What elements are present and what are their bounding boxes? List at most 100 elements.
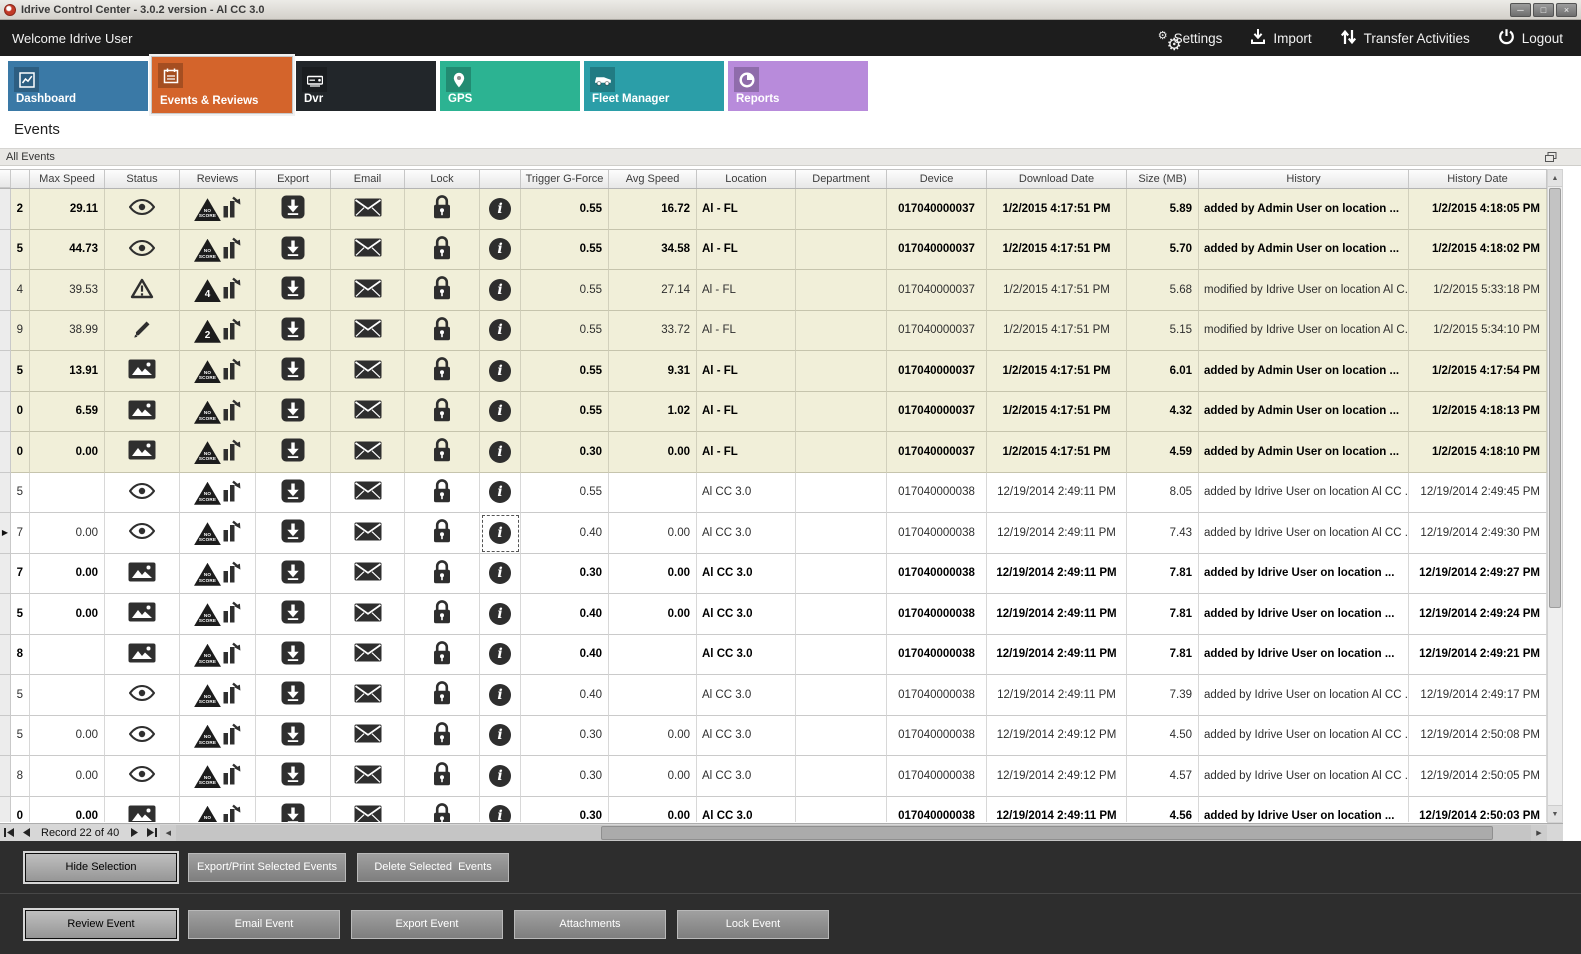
cell-export[interactable] xyxy=(256,229,331,270)
cell-email[interactable] xyxy=(331,513,405,554)
email-icon[interactable] xyxy=(354,684,382,706)
email-event-button[interactable]: Email Event xyxy=(188,909,340,939)
email-icon[interactable] xyxy=(354,724,382,746)
cell-export[interactable] xyxy=(256,189,331,230)
lock-icon[interactable] xyxy=(432,194,452,223)
info-icon[interactable]: i xyxy=(489,481,511,504)
email-icon[interactable] xyxy=(354,400,382,422)
cell-email[interactable] xyxy=(331,432,405,473)
info-icon[interactable]: i xyxy=(489,764,511,787)
email-icon[interactable] xyxy=(354,481,382,503)
cell-lock[interactable] xyxy=(405,391,480,432)
export-icon[interactable] xyxy=(281,357,305,384)
cell-email[interactable] xyxy=(331,553,405,594)
info-icon[interactable]: i xyxy=(489,197,511,220)
lock-icon[interactable] xyxy=(432,275,452,304)
last-record-button[interactable] xyxy=(143,825,160,841)
export-print-selected-events-button[interactable]: Export/Print Selected Events xyxy=(188,852,347,882)
export-icon[interactable] xyxy=(281,560,305,587)
delete-selected-events-button[interactable]: Delete Selected Events xyxy=(357,852,510,882)
column-header-max_speed[interactable]: Max Speed xyxy=(30,170,105,188)
email-icon[interactable] xyxy=(354,562,382,584)
cell-lock[interactable] xyxy=(405,756,480,797)
export-icon[interactable] xyxy=(281,236,305,263)
horizontal-scrollbar-thumb[interactable] xyxy=(601,825,1494,840)
column-header-device[interactable]: Device xyxy=(887,170,987,188)
export-icon[interactable] xyxy=(281,600,305,627)
column-header-email[interactable]: Email xyxy=(331,170,405,188)
first-record-button[interactable] xyxy=(0,825,17,841)
table-row[interactable]: 5 0.00 NO SCORE i 0.40 0.00 Al CC 3.0 0170400000… xyxy=(0,594,1547,635)
lock-icon[interactable] xyxy=(432,518,452,547)
table-row[interactable]: 8 0.00 NO SCORE i 0.30 0.00 Al CC 3.0 0170400000… xyxy=(0,756,1547,797)
column-header-info[interactable] xyxy=(480,170,521,188)
lock-icon[interactable] xyxy=(432,640,452,669)
cell-lock[interactable] xyxy=(405,634,480,675)
export-event-button[interactable]: Export Event xyxy=(351,909,503,939)
table-row[interactable]: 0 6.59 NO SCORE i 0.55 1.02 Al - FL 017040000037… xyxy=(0,391,1547,432)
cell-email[interactable] xyxy=(331,796,405,822)
lock-icon[interactable] xyxy=(432,761,452,790)
cell-lock[interactable] xyxy=(405,351,480,392)
vertical-scrollbar[interactable]: ▲ ▼ xyxy=(1547,169,1563,823)
cell-email[interactable] xyxy=(331,189,405,230)
info-icon[interactable]: i xyxy=(489,521,511,544)
lock-icon[interactable] xyxy=(432,721,452,750)
lock-icon[interactable] xyxy=(432,680,452,709)
cell-export[interactable] xyxy=(256,432,331,473)
email-icon[interactable] xyxy=(354,279,382,301)
table-row[interactable]: 5 13.91 NO SCORE i 0.55 9.31 Al - FL 01704000003… xyxy=(0,351,1547,392)
info-icon[interactable]: i xyxy=(489,400,511,423)
column-header-history[interactable]: History xyxy=(1199,170,1409,188)
export-icon[interactable] xyxy=(281,276,305,303)
tab-fleet-manager[interactable]: Fleet Manager xyxy=(584,61,724,111)
table-row[interactable]: 9 38.99 2 i 0.55 33.72 Al - FL 017040000037 1/2/… xyxy=(0,310,1547,351)
cell-export[interactable] xyxy=(256,756,331,797)
cell-info[interactable]: i xyxy=(480,715,521,756)
cell-lock[interactable] xyxy=(405,675,480,716)
info-icon[interactable]: i xyxy=(489,278,511,301)
cell-info[interactable]: i xyxy=(480,553,521,594)
scroll-up-icon[interactable]: ▲ xyxy=(1548,170,1562,187)
cell-info[interactable]: i xyxy=(480,310,521,351)
email-icon[interactable] xyxy=(354,319,382,341)
export-icon[interactable] xyxy=(281,479,305,506)
lock-icon[interactable] xyxy=(432,356,452,385)
email-icon[interactable] xyxy=(354,441,382,463)
export-icon[interactable] xyxy=(281,317,305,344)
lock-icon[interactable] xyxy=(432,437,452,466)
cell-lock[interactable] xyxy=(405,513,480,554)
close-button[interactable]: × xyxy=(1556,2,1577,17)
cell-export[interactable] xyxy=(256,513,331,554)
cell-export[interactable] xyxy=(256,594,331,635)
cell-email[interactable] xyxy=(331,351,405,392)
email-icon[interactable] xyxy=(354,805,382,822)
cell-info[interactable]: i xyxy=(480,513,521,554)
lock-icon[interactable] xyxy=(432,599,452,628)
cell-email[interactable] xyxy=(331,675,405,716)
cell-export[interactable] xyxy=(256,634,331,675)
cell-export[interactable] xyxy=(256,472,331,513)
lock-icon[interactable] xyxy=(432,802,452,822)
next-record-button[interactable] xyxy=(126,825,143,841)
tab-gps[interactable]: GPS xyxy=(440,61,580,111)
cell-export[interactable] xyxy=(256,391,331,432)
cell-email[interactable] xyxy=(331,310,405,351)
export-icon[interactable] xyxy=(281,438,305,465)
scroll-down-icon[interactable]: ▼ xyxy=(1548,805,1562,822)
cell-export[interactable] xyxy=(256,270,331,311)
table-row[interactable]: 7 0.00 NO SCORE i 0.30 0.00 Al CC 3.0 0170400000… xyxy=(0,553,1547,594)
cell-info[interactable]: i xyxy=(480,675,521,716)
